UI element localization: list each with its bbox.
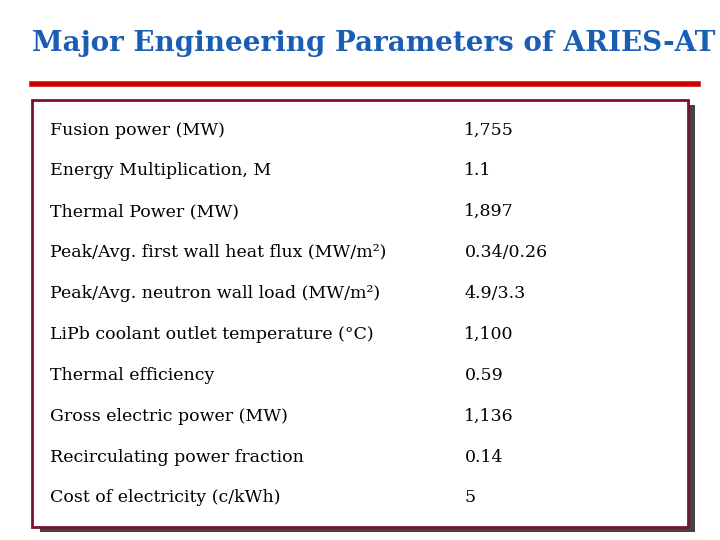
Text: Thermal efficiency: Thermal efficiency <box>50 367 215 384</box>
Text: Cost of electricity (c/kWh): Cost of electricity (c/kWh) <box>50 489 281 507</box>
Text: Peak/Avg. neutron wall load (MW/m²): Peak/Avg. neutron wall load (MW/m²) <box>50 285 381 302</box>
Text: 1,897: 1,897 <box>464 204 514 220</box>
Text: 0.34/0.26: 0.34/0.26 <box>464 244 547 261</box>
Text: Energy Multiplication, M: Energy Multiplication, M <box>50 163 271 179</box>
Text: 1,100: 1,100 <box>464 326 514 343</box>
Text: LiPb coolant outlet temperature (°C): LiPb coolant outlet temperature (°C) <box>50 326 374 343</box>
Text: 5: 5 <box>464 489 475 507</box>
Text: Thermal Power (MW): Thermal Power (MW) <box>50 204 239 220</box>
Text: Gross electric power (MW): Gross electric power (MW) <box>50 408 288 424</box>
FancyBboxPatch shape <box>40 105 695 532</box>
Text: 4.9/3.3: 4.9/3.3 <box>464 285 526 302</box>
Text: Fusion power (MW): Fusion power (MW) <box>50 122 225 139</box>
Text: Peak/Avg. first wall heat flux (MW/m²): Peak/Avg. first wall heat flux (MW/m²) <box>50 244 387 261</box>
Text: 0.14: 0.14 <box>464 449 503 465</box>
Text: 1.1: 1.1 <box>464 163 492 179</box>
FancyBboxPatch shape <box>32 100 688 526</box>
Text: Major Engineering Parameters of ARIES-AT: Major Engineering Parameters of ARIES-AT <box>32 30 716 57</box>
Text: Recirculating power fraction: Recirculating power fraction <box>50 449 305 465</box>
Text: 0.59: 0.59 <box>464 367 503 384</box>
Text: 1,136: 1,136 <box>464 408 514 424</box>
Text: 1,755: 1,755 <box>464 122 514 139</box>
